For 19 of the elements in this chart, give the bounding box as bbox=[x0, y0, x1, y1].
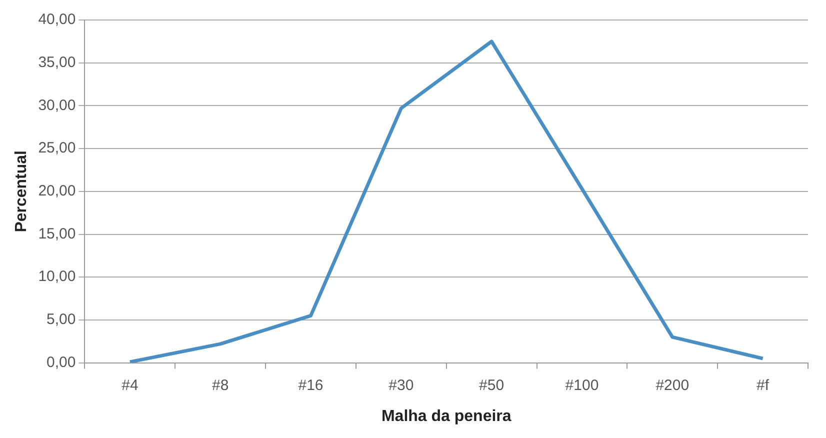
y-tick-label: 30,00 bbox=[38, 96, 76, 114]
y-axis-title: Percentual bbox=[13, 150, 30, 232]
x-tick-label: #f bbox=[756, 376, 770, 394]
x-tick-label: #16 bbox=[298, 376, 324, 394]
x-axis-title: Malha da peneira bbox=[381, 408, 512, 425]
y-tick-label: 5,00 bbox=[46, 311, 76, 328]
y-tick-label: 25,00 bbox=[38, 140, 76, 157]
y-tick-label: 0,00 bbox=[46, 354, 76, 371]
x-tick-label: #200 bbox=[656, 376, 690, 394]
x-tick-label: #30 bbox=[388, 376, 414, 394]
y-tick-label: 20,00 bbox=[38, 182, 76, 200]
x-tick-label: #4 bbox=[122, 376, 138, 394]
x-tick-label: #50 bbox=[479, 376, 504, 394]
y-tick-label: 10,00 bbox=[38, 268, 76, 286]
x-tick-label: #100 bbox=[565, 376, 599, 394]
y-tick-label: 40,00 bbox=[38, 11, 76, 28]
y-tick-label: 35,00 bbox=[38, 54, 76, 71]
x-tick-label: #8 bbox=[212, 376, 229, 394]
y-tick-label: 15,00 bbox=[38, 225, 76, 242]
